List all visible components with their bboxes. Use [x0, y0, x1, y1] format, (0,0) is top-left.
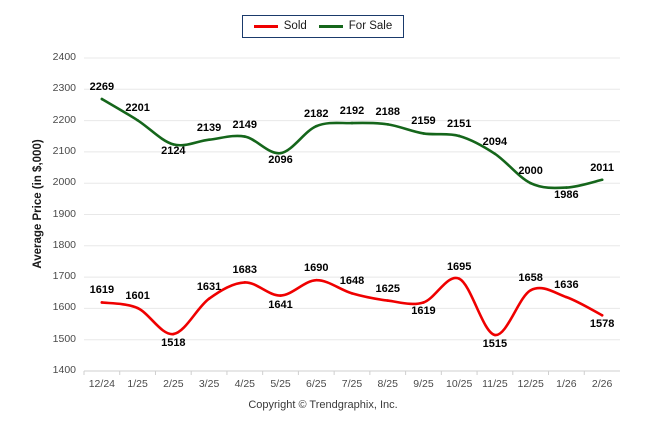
- data-point-label: 1658: [518, 272, 543, 285]
- x-tick-label: 5/25: [270, 378, 291, 390]
- x-tick-label: 9/25: [413, 378, 434, 390]
- data-point-label: 1690: [304, 262, 329, 275]
- data-point-marker: [100, 97, 104, 101]
- data-point-label: 1631: [196, 280, 222, 293]
- x-tick-label: 10/25: [446, 378, 473, 390]
- chart-legend: Sold For Sale: [242, 15, 404, 38]
- series-line-group: [100, 97, 604, 337]
- x-tick-label: 1/26: [556, 378, 577, 390]
- data-point-marker: [172, 143, 175, 146]
- data-point-label: 2192: [339, 105, 365, 118]
- copyright-notice: Copyright © Trendgraphix, Inc.: [248, 399, 398, 411]
- x-tick-label: 8/25: [377, 378, 398, 390]
- data-point-marker: [207, 138, 211, 141]
- data-point-label: 1648: [339, 275, 365, 288]
- data-point-label: 2000: [518, 165, 543, 178]
- data-point-label: 2124: [161, 145, 186, 158]
- data-point-marker: [350, 121, 354, 125]
- x-tick-label: 2/25: [163, 378, 184, 390]
- data-point-label: 2139: [196, 121, 222, 134]
- data-point-marker: [600, 178, 604, 182]
- data-point-marker: [600, 313, 604, 317]
- data-point-marker: [493, 333, 497, 337]
- data-point-label: 2182: [304, 108, 329, 121]
- data-point-label: 2149: [232, 118, 258, 131]
- data-point-marker: [136, 306, 139, 310]
- x-tick-label: 4/25: [234, 378, 256, 390]
- legend-entry-sold[interactable]: Sold: [253, 19, 307, 33]
- data-point-marker: [314, 124, 318, 128]
- data-point-label: 2201: [125, 102, 150, 115]
- x-tick-label: 3/25: [198, 378, 220, 390]
- data-point-marker: [243, 281, 247, 284]
- data-point-label: 2151: [446, 117, 472, 130]
- x-tick-label: 6/25: [306, 378, 327, 390]
- data-point-marker: [207, 297, 211, 301]
- y-tick-label: 1700: [52, 270, 76, 283]
- data-point-label: 1518: [161, 337, 186, 350]
- y-tick-label: 1400: [52, 364, 76, 376]
- y-tick-label: 1900: [52, 207, 76, 220]
- data-point-marker: [457, 277, 461, 280]
- data-point-marker: [529, 181, 532, 185]
- x-tick-label: 12/24: [88, 378, 115, 390]
- x-tick-label: 11/25: [482, 378, 508, 390]
- data-point-label: 1619: [89, 284, 115, 297]
- data-point-label: 2188: [375, 106, 400, 119]
- y-tick-label: 2300: [52, 82, 76, 95]
- data-point-label: 1683: [232, 264, 258, 277]
- legend-label-sold: Sold: [283, 19, 307, 32]
- data-point-label: 2011: [590, 161, 615, 174]
- data-point-label: 1641: [268, 298, 293, 311]
- legend-label-for-sale: For Sale: [348, 19, 393, 32]
- data-point-marker: [457, 134, 461, 138]
- data-point-label: 2094: [482, 135, 508, 148]
- x-axis-line-group: [83, 370, 620, 375]
- data-point-marker: [422, 301, 425, 304]
- data-point-marker: [422, 132, 425, 135]
- y-tick-label: 1500: [52, 332, 76, 345]
- legend-swatch-for-sale-icon: [318, 25, 343, 28]
- data-point-marker: [565, 295, 568, 299]
- y-tick-label: 2000: [52, 176, 76, 189]
- data-point-marker: [529, 288, 532, 292]
- y-tick-label: 1800: [52, 238, 76, 251]
- data-point-label: 2159: [411, 115, 436, 128]
- data-point-marker: [279, 294, 282, 297]
- data-point-marker: [565, 186, 568, 189]
- data-point-marker: [493, 152, 497, 156]
- data-point-label: 1515: [482, 338, 508, 350]
- data-point-marker: [350, 292, 354, 295]
- legend-swatch-sold-icon: [253, 25, 278, 28]
- data-point-label: 1578: [589, 318, 615, 331]
- x-tick-label: 12/25: [517, 378, 544, 390]
- y-tick-label: 2200: [52, 113, 76, 126]
- data-point-label: 1695: [446, 260, 472, 273]
- data-point-label: 1625: [375, 282, 400, 295]
- x-tick-label: 2/26: [591, 378, 613, 390]
- data-point-label: 2096: [268, 154, 293, 167]
- y-tick-label: 2400: [52, 51, 76, 63]
- data-point-marker: [172, 332, 175, 336]
- data-point-label: 1619: [411, 305, 436, 318]
- data-point-marker: [386, 299, 390, 302]
- legend-entry-for-sale[interactable]: For Sale: [318, 19, 393, 33]
- x-tick-label: 7/25: [341, 378, 363, 390]
- x-tick-label: 1/25: [127, 378, 148, 390]
- y-tick-label: 2100: [52, 144, 76, 157]
- data-point-label: 2269: [89, 81, 115, 93]
- data-point-marker: [243, 135, 247, 138]
- data-point-marker: [100, 301, 104, 304]
- data-point-marker: [279, 151, 282, 155]
- y-tick-label: 1600: [52, 301, 76, 314]
- data-point-label: 1601: [125, 290, 150, 303]
- data-point-label: 1636: [554, 279, 579, 292]
- data-point-label: 1986: [554, 188, 579, 201]
- data-point-marker: [386, 123, 390, 126]
- data-point-marker: [314, 278, 318, 282]
- data-point-marker: [136, 118, 139, 122]
